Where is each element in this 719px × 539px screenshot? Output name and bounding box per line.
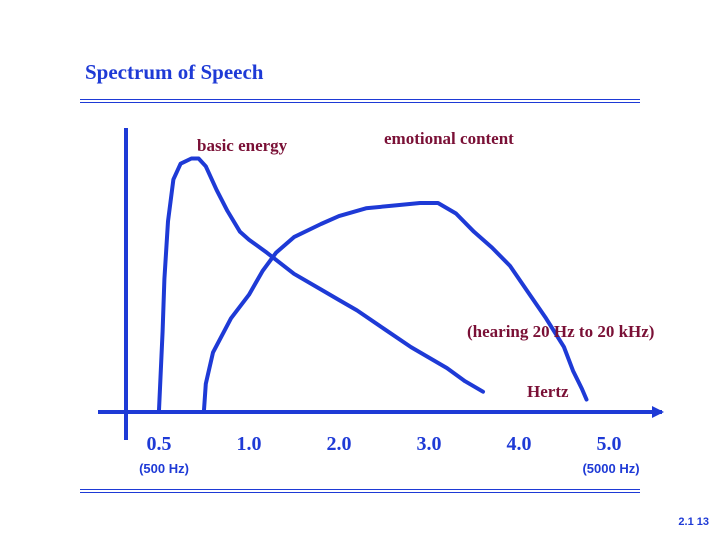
title-divider bbox=[80, 99, 640, 103]
x-axis-label: Hertz bbox=[527, 382, 569, 401]
slide-number: 2.1 13 bbox=[678, 516, 709, 528]
basic-energy-curve bbox=[157, 156, 485, 412]
annotation-hearing-range: (hearing 20 Hz to 20 kHz) bbox=[467, 322, 654, 341]
x-tick-sublabel-5000hz: (5000 Hz) bbox=[582, 461, 639, 476]
x-tick-label-4: 4.0 bbox=[507, 433, 532, 455]
footer-divider bbox=[80, 489, 640, 493]
x-tick-label-5: 5.0 bbox=[597, 433, 622, 455]
x-tick-label-1: 1.0 bbox=[237, 433, 262, 455]
annotation-emotional-content: emotional content bbox=[384, 129, 514, 148]
slide-title: Spectrum of Speech bbox=[85, 60, 264, 84]
x-tick-sublabel-500hz: (500 Hz) bbox=[139, 461, 189, 476]
x-tick-label-2: 2.0 bbox=[327, 433, 352, 455]
annotation-basic-energy: basic energy bbox=[197, 136, 288, 155]
x-tick-label-0: 0.5 bbox=[147, 433, 172, 455]
x-tick-label-3: 3.0 bbox=[417, 433, 442, 455]
emotional-content-curve bbox=[202, 201, 589, 412]
